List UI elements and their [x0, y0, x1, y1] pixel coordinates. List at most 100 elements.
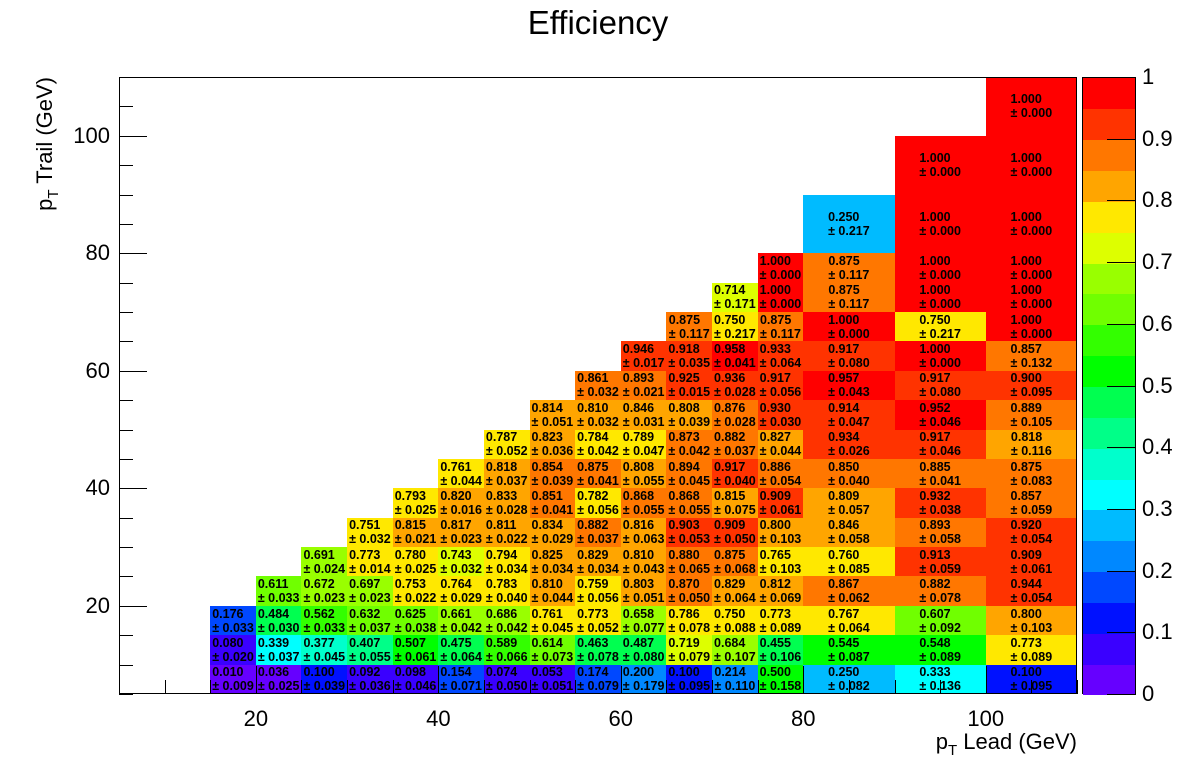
cell-label: 0.407 ± 0.055: [349, 636, 391, 664]
cell-label: 0.958 ± 0.041: [714, 342, 756, 370]
heatmap-cell: 0.815 ± 0.021: [392, 517, 439, 548]
cell-value: 0.174: [577, 665, 609, 680]
cell-error: ± 0.021: [394, 532, 437, 547]
cell-label: 0.857 ± 0.132: [1011, 342, 1053, 370]
heatmap-cell: 1.000 ± 0.000: [894, 253, 986, 283]
cell-error: ± 0.032: [440, 561, 482, 576]
cell-value: 1.000: [919, 151, 951, 166]
heatmap-cell: 0.750 ± 0.217: [894, 312, 986, 342]
cell-error: ± 0.031: [622, 414, 665, 429]
cell-label: 0.903 ± 0.053: [668, 518, 710, 546]
cell-error: ± 0.051: [531, 414, 574, 429]
color-scale-label: 0.9: [1142, 125, 1173, 151]
cell-value: 0.750: [714, 606, 746, 621]
cell-error: ± 0.106: [759, 649, 802, 664]
cell-value: 0.783: [485, 577, 518, 592]
cell-label: 0.909 ± 0.050: [714, 518, 756, 546]
cell-label: 0.783 ± 0.040: [486, 577, 528, 605]
cell-label: 0.873 ± 0.042: [668, 430, 710, 458]
heatmap-cell: 0.820 ± 0.016: [438, 488, 484, 518]
heatmap-cell: 0.930 ± 0.030: [757, 400, 804, 430]
cell-label: 0.868 ± 0.055: [623, 489, 665, 517]
cell-label: 0.834 ± 0.029: [532, 518, 574, 546]
heatmap-cell: 0.780 ± 0.025: [392, 547, 439, 577]
cell-error: ± 0.032: [577, 385, 619, 400]
y-major-tick: [119, 488, 147, 490]
x-axis-title-text: Lead (GeV): [957, 729, 1077, 754]
cell-value: 0.827: [759, 430, 791, 445]
cell-value: 0.092: [349, 665, 381, 680]
cell-value: 0.846: [622, 400, 655, 415]
cell-error: ± 0.041: [531, 503, 574, 518]
color-scale-tick: [1107, 632, 1136, 634]
cell-error: ± 0.069: [759, 591, 802, 606]
y-major-tick: [119, 253, 147, 255]
heatmap-cell: 0.761 ± 0.045: [529, 605, 576, 636]
cell-value: 0.589: [485, 635, 518, 650]
cell-error: ± 0.055: [349, 649, 391, 664]
cell-error: ± 0.083: [1010, 473, 1053, 488]
heatmap-cell: 0.080 ± 0.020: [210, 635, 256, 665]
cell-label: 0.882 ± 0.037: [714, 430, 756, 458]
cell-label: 0.250 ± 0.217: [828, 210, 870, 238]
cell-label: 0.925 ± 0.015: [668, 371, 710, 399]
cell-error: ± 0.000: [1010, 297, 1053, 312]
cell-error: ± 0.037: [577, 532, 619, 547]
color-scale-tick: [1107, 508, 1136, 510]
heatmap-cell: 0.767 ± 0.064: [803, 605, 895, 636]
x-minor-tick: [347, 680, 349, 694]
cell-value: 0.808: [668, 400, 700, 415]
cell-value: 0.333: [919, 665, 951, 680]
cell-value: 0.917: [759, 371, 791, 386]
heatmap-cell: 0.900 ± 0.095: [985, 370, 1077, 401]
cell-label: 0.684 ± 0.107: [714, 636, 756, 664]
heatmap-cell: 0.074 ± 0.050: [483, 664, 530, 694]
cell-value: 0.750: [714, 312, 746, 327]
x-minor-tick: [119, 680, 120, 694]
cell-label: 0.092 ± 0.036: [349, 665, 391, 693]
cell-label: 0.850 ± 0.040: [828, 460, 870, 488]
heatmap-cell: 0.100 ± 0.039: [301, 664, 348, 694]
cell-error: ± 0.000: [759, 267, 802, 282]
cell-value: 0.773: [577, 606, 609, 621]
heatmap-cell: 1.000 ± 0.000: [757, 282, 804, 313]
cell-error: ± 0.095: [668, 679, 711, 694]
cell-label: 0.545 ± 0.087: [828, 636, 870, 664]
cell-label: 0.053 ± 0.051: [532, 665, 574, 693]
heatmap-cell: 0.882 ± 0.037: [712, 429, 758, 459]
heatmap-cell: 0.098 ± 0.046: [392, 664, 439, 694]
cell-label: 0.611 ± 0.033: [258, 577, 300, 605]
y-tick-label: 60: [85, 357, 110, 383]
heatmap-cell: 0.851 ± 0.041: [529, 488, 576, 518]
heatmap-cell: 0.808 ± 0.055: [620, 458, 667, 489]
heatmap-cell: 0.873 ± 0.042: [666, 429, 713, 459]
cell-error: ± 0.033: [212, 620, 254, 635]
cell-error: ± 0.054: [1010, 591, 1053, 606]
cell-label: 0.812 ± 0.069: [760, 577, 802, 605]
heatmap-cell: 1.000 ± 0.000: [803, 312, 895, 342]
cell-value: 0.810: [531, 577, 563, 592]
cell-label: 0.889 ± 0.105: [1011, 401, 1053, 429]
heatmap-cell: 0.875 ± 0.117: [803, 282, 895, 313]
cell-value: 0.850: [828, 459, 860, 474]
cell-value: 0.810: [622, 547, 655, 562]
color-scale-label: 0.6: [1142, 310, 1173, 336]
heatmap-cell: 0.760 ± 0.085: [803, 547, 895, 577]
cell-value: 0.753: [394, 577, 426, 592]
y-major-tick: [119, 605, 147, 607]
heatmap-cell: 0.857 ± 0.132: [985, 341, 1077, 371]
cell-label: 0.810 ± 0.044: [532, 577, 574, 605]
cell-value: 0.053: [531, 665, 563, 680]
cell-error: ± 0.000: [1010, 106, 1053, 121]
cell-label: 0.074 ± 0.050: [486, 665, 528, 693]
heatmap-cell: 0.765 ± 0.103: [757, 547, 804, 577]
cell-value: 0.957: [828, 371, 860, 386]
cell-value: 0.098: [394, 665, 426, 680]
cell-label: 0.174 ± 0.079: [577, 665, 619, 693]
cell-value: 1.000: [919, 209, 951, 224]
color-scale-band: [1083, 78, 1135, 110]
cell-label: 0.808 ± 0.055: [623, 460, 665, 488]
cell-value: 0.761: [440, 459, 472, 474]
color-scale-tick: [1107, 77, 1136, 78]
cell-value: 0.661: [440, 606, 472, 621]
